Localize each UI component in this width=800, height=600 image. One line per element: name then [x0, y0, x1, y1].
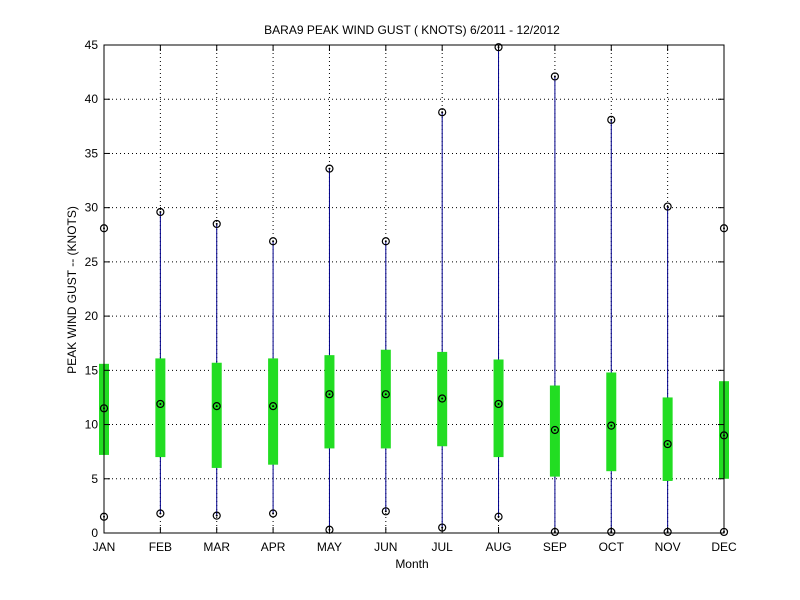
min-marker — [381, 507, 390, 516]
median-marker-dot — [497, 402, 500, 405]
x-tick-label: SEP — [543, 540, 567, 554]
max-marker-dot — [328, 167, 331, 170]
median-marker — [494, 399, 503, 409]
max-marker-dot — [215, 222, 218, 225]
max-marker — [438, 108, 447, 117]
median-marker-dot — [553, 428, 556, 431]
max-marker-dot — [441, 111, 444, 114]
x-tick-label: JAN — [93, 540, 116, 554]
iqr-box — [662, 397, 673, 481]
min-marker — [268, 509, 278, 518]
median-marker — [212, 402, 221, 411]
x-tick-label: JUN — [374, 540, 397, 554]
data-layer — [99, 43, 729, 537]
median-marker — [381, 390, 390, 399]
median-marker — [663, 439, 672, 449]
max-marker — [268, 237, 278, 246]
max-marker — [607, 115, 616, 124]
median-marker-dot — [215, 405, 218, 408]
x-tick-label: DEC — [711, 540, 737, 554]
x-tick-label: NOV — [655, 540, 681, 554]
y-tick-label: 30 — [85, 201, 99, 215]
axes-layer: 0 5 10 15 20 25 30 35 40 45 JAN FEB MAR APR MAY JUN JUL A… — [85, 38, 737, 554]
iqr-box — [549, 385, 560, 477]
x-tick-label: APR — [261, 540, 286, 554]
max-marker-dot — [610, 118, 613, 121]
median-marker-dot — [441, 397, 444, 400]
chart-title: BARA9 PEAK WIND GUST ( KNOTS) 6/2011 - 1… — [264, 23, 560, 37]
min-marker-dot — [272, 512, 275, 515]
min-marker — [212, 511, 221, 520]
min-marker — [494, 512, 503, 521]
median-marker-dot — [384, 393, 387, 396]
median-marker-dot — [610, 424, 613, 427]
y-tick-label: 35 — [85, 146, 99, 160]
median-marker-dot — [328, 393, 331, 396]
iqr-box — [493, 359, 504, 458]
min-marker-dot — [497, 515, 500, 518]
median-marker — [268, 402, 278, 411]
iqr-box — [324, 355, 335, 449]
max-marker-dot — [384, 240, 387, 243]
max-marker — [663, 202, 672, 211]
max-marker-dot — [272, 240, 275, 243]
x-tick-label: JUL — [432, 540, 454, 554]
iqr-box — [268, 358, 279, 465]
max-marker-dot — [159, 211, 162, 214]
y-tick-label: 45 — [85, 38, 99, 52]
max-marker-dot — [553, 75, 556, 78]
x-tick-label: MAY — [317, 540, 342, 554]
max-marker — [325, 164, 334, 173]
min-marker-dot — [159, 512, 162, 515]
min-marker — [156, 509, 165, 518]
x-tick-label: AUG — [486, 540, 512, 554]
y-tick-label: 0 — [91, 526, 98, 540]
median-marker — [156, 399, 165, 409]
median-marker — [607, 421, 616, 430]
max-marker — [381, 237, 390, 246]
y-tick-label: 15 — [85, 363, 99, 377]
y-tick-label: 20 — [85, 309, 99, 323]
min-marker-dot — [384, 510, 387, 513]
median-marker-dot — [272, 405, 275, 408]
y-tick-label: 25 — [85, 255, 99, 269]
median-marker — [550, 425, 560, 435]
y-tick-label: 5 — [91, 472, 98, 486]
x-tick-label: FEB — [149, 540, 172, 554]
y-tick-label: 10 — [85, 418, 99, 432]
max-marker-dot — [666, 205, 669, 208]
x-axis-label: Month — [395, 557, 428, 571]
x-tick-label: MAR — [203, 540, 230, 554]
max-marker — [550, 72, 560, 81]
median-marker-dot — [666, 443, 669, 446]
max-marker — [156, 207, 165, 217]
x-tick-label: OCT — [599, 540, 625, 554]
median-marker-dot — [159, 402, 162, 405]
median-marker — [438, 394, 447, 403]
y-axis-label: PEAK WIND GUST -- (KNOTS) — [65, 206, 79, 374]
max-marker — [212, 219, 221, 229]
y-tick-label: 40 — [85, 92, 99, 106]
plot-frame — [103, 44, 725, 534]
median-marker — [325, 390, 334, 399]
iqr-box — [380, 349, 391, 449]
min-marker-dot — [215, 514, 218, 517]
iqr-box — [211, 362, 222, 468]
